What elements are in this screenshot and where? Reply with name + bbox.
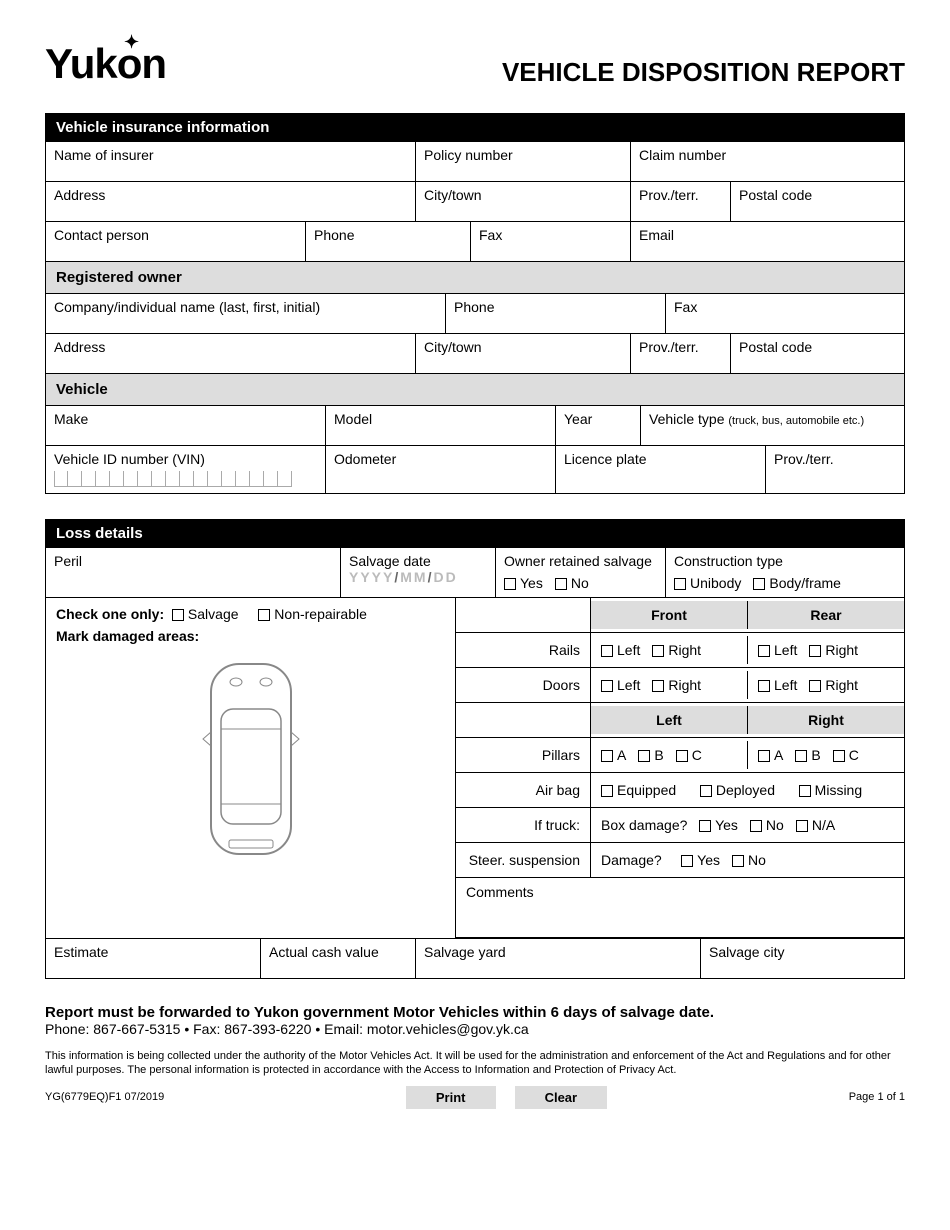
comments-field[interactable]: Comments <box>456 878 904 938</box>
iftruck-label: If truck: <box>456 808 591 842</box>
acv-field[interactable]: Actual cash value <box>261 939 416 978</box>
footer-legal: This information is being collected unde… <box>45 1049 905 1078</box>
owner-address-field[interactable]: Address <box>46 334 416 373</box>
form-id: YG(6779EQ)F1 07/2019 <box>45 1091 164 1103</box>
owner-prov-field[interactable]: Prov./terr. <box>631 334 731 373</box>
steer-label: Steer. suspension <box>456 843 591 877</box>
rails-front-right-checkbox[interactable]: Right <box>652 642 701 658</box>
footer-note: Report must be forwarded to Yukon govern… <box>45 1004 905 1021</box>
insurance-phone-field[interactable]: Phone <box>306 222 471 261</box>
retained-yes-checkbox[interactable]: Yes <box>504 575 543 591</box>
yukon-logo: ✦Yukon <box>45 40 166 88</box>
salvage-checkbox[interactable]: Salvage <box>172 606 239 622</box>
airbag-deployed-checkbox[interactable]: Deployed <box>700 782 775 798</box>
box-no-checkbox[interactable]: No <box>750 817 784 833</box>
airbag-equipped-checkbox[interactable]: Equipped <box>601 782 676 798</box>
policy-field[interactable]: Policy number <box>416 142 631 181</box>
owner-city-field[interactable]: City/town <box>416 334 631 373</box>
vin-field[interactable]: Vehicle ID number (VIN) <box>46 446 326 493</box>
loss-header: Loss details <box>46 520 904 547</box>
insurance-email-field[interactable]: Email <box>631 222 904 261</box>
car-diagram[interactable] <box>191 654 311 864</box>
pillars-left-a-checkbox[interactable]: A <box>601 747 626 763</box>
insurance-section: Vehicle insurance information Name of in… <box>45 113 905 494</box>
left-col-header: Left <box>591 706 748 734</box>
clear-button[interactable]: Clear <box>515 1086 608 1109</box>
insurance-city-field[interactable]: City/town <box>416 182 631 221</box>
vehicle-type-field[interactable]: Vehicle type (truck, bus, automobile etc… <box>641 406 904 445</box>
owner-fax-field[interactable]: Fax <box>666 294 904 333</box>
nonrepairable-checkbox[interactable]: Non-repairable <box>258 606 367 622</box>
rails-front-left-checkbox[interactable]: Left <box>601 642 640 658</box>
doors-front-right-checkbox[interactable]: Right <box>652 677 701 693</box>
retained-no-checkbox[interactable]: No <box>555 575 589 591</box>
airbag-label: Air bag <box>456 773 591 807</box>
rear-col-header: Rear <box>748 601 904 629</box>
box-na-checkbox[interactable]: N/A <box>796 817 835 833</box>
pillars-right-b-checkbox[interactable]: B <box>795 747 820 763</box>
page-number: Page 1 of 1 <box>849 1091 905 1103</box>
owner-phone-field[interactable]: Phone <box>446 294 666 333</box>
vin-boxes[interactable] <box>54 471 317 487</box>
salvage-yard-field[interactable]: Salvage yard <box>416 939 701 978</box>
pillars-left-b-checkbox[interactable]: B <box>638 747 663 763</box>
bodyframe-checkbox[interactable]: Body/frame <box>753 575 841 591</box>
claim-field[interactable]: Claim number <box>631 142 904 181</box>
contact-field[interactable]: Contact person <box>46 222 306 261</box>
box-yes-checkbox[interactable]: Yes <box>699 817 738 833</box>
retained-field[interactable]: Owner retained salvage YesNo <box>496 548 666 597</box>
right-col-header: Right <box>748 706 904 734</box>
damage-table: Front Rear Rails LeftRight LeftRight Doo… <box>456 598 904 938</box>
owner-name-field[interactable]: Company/individual name (last, first, in… <box>46 294 446 333</box>
pillars-right-a-checkbox[interactable]: A <box>758 747 783 763</box>
airbag-missing-checkbox[interactable]: Missing <box>799 782 862 798</box>
construction-field[interactable]: Construction type UnibodyBody/frame <box>666 548 904 597</box>
insurance-address-field[interactable]: Address <box>46 182 416 221</box>
unibody-checkbox[interactable]: Unibody <box>674 575 741 591</box>
damage-diagram-panel: Check one only: Salvage Non-repairable M… <box>46 598 456 938</box>
doors-rear-right-checkbox[interactable]: Right <box>809 677 858 693</box>
steer-yes-checkbox[interactable]: Yes <box>681 852 720 868</box>
rails-rear-left-checkbox[interactable]: Left <box>758 642 797 658</box>
insurance-header: Vehicle insurance information <box>46 114 904 141</box>
odometer-field[interactable]: Odometer <box>326 446 556 493</box>
page-title: VEHICLE DISPOSITION REPORT <box>502 57 905 88</box>
insurance-postal-field[interactable]: Postal code <box>731 182 904 221</box>
doors-label: Doors <box>456 668 591 702</box>
footer-contact: Phone: 867-667-5315 • Fax: 867-393-6220 … <box>45 1021 905 1037</box>
pillars-right-c-checkbox[interactable]: C <box>833 747 859 763</box>
salvage-date-field[interactable]: Salvage date YYYY/MM/DD <box>341 548 496 597</box>
loss-section: Loss details Peril Salvage date YYYY/MM/… <box>45 519 905 979</box>
print-button[interactable]: Print <box>406 1086 496 1109</box>
doors-front-left-checkbox[interactable]: Left <box>601 677 640 693</box>
plate-field[interactable]: Licence plate <box>556 446 766 493</box>
doors-rear-left-checkbox[interactable]: Left <box>758 677 797 693</box>
salvage-city-field[interactable]: Salvage city <box>701 939 904 978</box>
owner-postal-field[interactable]: Postal code <box>731 334 904 373</box>
vehicle-header: Vehicle <box>46 373 904 405</box>
peril-field[interactable]: Peril <box>46 548 341 597</box>
steer-no-checkbox[interactable]: No <box>732 852 766 868</box>
pillars-label: Pillars <box>456 738 591 772</box>
model-field[interactable]: Model <box>326 406 556 445</box>
front-col-header: Front <box>591 601 748 629</box>
estimate-field[interactable]: Estimate <box>46 939 261 978</box>
rails-label: Rails <box>456 633 591 667</box>
rails-rear-right-checkbox[interactable]: Right <box>809 642 858 658</box>
owner-header: Registered owner <box>46 261 904 293</box>
pillars-left-c-checkbox[interactable]: C <box>676 747 702 763</box>
insurance-fax-field[interactable]: Fax <box>471 222 631 261</box>
vehicle-prov-field[interactable]: Prov./terr. <box>766 446 904 493</box>
insurer-field[interactable]: Name of insurer <box>46 142 416 181</box>
year-field[interactable]: Year <box>556 406 641 445</box>
make-field[interactable]: Make <box>46 406 326 445</box>
insurance-prov-field[interactable]: Prov./terr. <box>631 182 731 221</box>
